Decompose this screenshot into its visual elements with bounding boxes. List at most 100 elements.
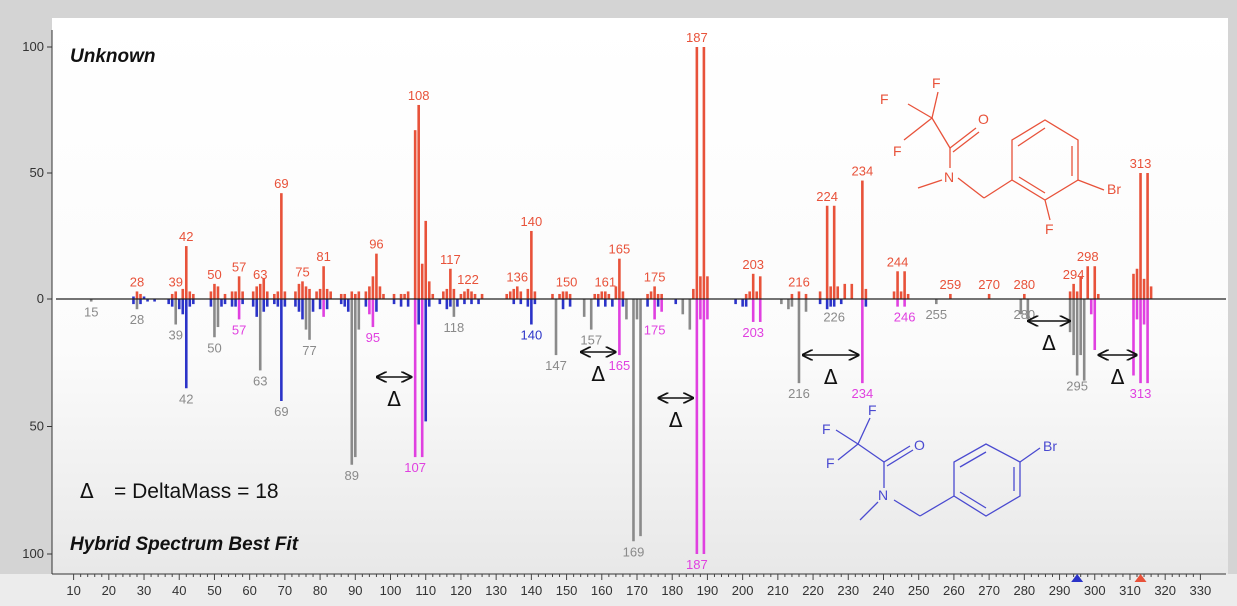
bottom-peak-bar	[153, 299, 156, 302]
bottom-peak-bar	[1082, 299, 1086, 381]
bottom-peak-bar	[1089, 299, 1093, 315]
bottom-peak-label: 147	[545, 358, 567, 373]
top-peak-bar	[596, 293, 600, 299]
top-peak-bar	[339, 293, 343, 299]
top-atom-n: N	[944, 169, 954, 185]
bottom-peak-bar	[325, 299, 329, 310]
x-tick-label: 70	[278, 583, 292, 598]
top-peak-bar	[1146, 173, 1149, 299]
x-tick-label: 250	[908, 583, 930, 598]
top-peak-bar	[406, 291, 410, 299]
bottom-peak-bar	[1135, 299, 1139, 320]
top-peak-bar	[565, 291, 568, 299]
x-tick-label: 280	[1013, 583, 1035, 598]
top-peak-bar	[463, 291, 466, 299]
bottom-peak-bar	[896, 299, 899, 307]
bottom-peak-bar	[438, 299, 442, 305]
bottom-peak-bar	[213, 299, 216, 338]
bottom-peak-bar	[283, 299, 287, 307]
top-atom-f2: F	[932, 75, 941, 91]
bottom-peak-bar	[354, 299, 357, 458]
top-peak-bar	[315, 291, 318, 299]
bottom-peak-bar	[234, 299, 237, 307]
x-tick-label: 120	[450, 583, 472, 598]
top-peak-bar	[604, 291, 607, 299]
top-peak-bar	[276, 291, 280, 299]
top-peak-bar	[234, 291, 237, 299]
top-peak-label: 136	[506, 269, 528, 284]
top-peak-bar	[829, 286, 832, 299]
bottom-peak-label: 95	[366, 330, 380, 345]
top-peak-bar	[368, 286, 371, 299]
bottom-peak-label: 157	[580, 333, 602, 348]
top-peak-bar	[1132, 273, 1135, 299]
bottom-atom-f1: F	[822, 421, 831, 437]
top-peak-label: 224	[816, 189, 838, 204]
bottom-peak-bar	[1068, 299, 1072, 333]
bottom-peak-label: 28	[130, 312, 144, 327]
bottom-peak-bar	[1072, 299, 1075, 356]
y-tick-label: 100	[22, 546, 44, 561]
top-peak-bar	[906, 293, 910, 299]
top-peak-label: 313	[1130, 156, 1152, 171]
bottom-peak-bar	[188, 299, 192, 307]
top-peak-bar	[744, 293, 748, 299]
top-atom-f1: F	[880, 91, 889, 107]
bottom-peak-bar	[519, 299, 523, 305]
bottom-peak-bar	[424, 299, 428, 422]
top-peak-label: 75	[295, 264, 309, 279]
bottom-peak-bar	[463, 299, 466, 305]
bottom-peak-label: 175	[644, 322, 666, 337]
bottom-peak-label: 39	[168, 328, 182, 343]
delta-arrow-label: Δ	[591, 362, 605, 386]
x-tick-label: 180	[661, 583, 683, 598]
top-peak-bar	[533, 291, 537, 299]
bottom-peak-label: 226	[823, 310, 845, 325]
top-peak-bar	[660, 293, 663, 299]
top-peak-bar	[1086, 266, 1090, 299]
bottom-peak-bar	[864, 299, 868, 307]
top-peak-bar	[790, 293, 794, 299]
top-peak-bar	[519, 291, 523, 299]
bottom-peak-label: 169	[623, 544, 645, 559]
bottom-peak-bar	[681, 299, 685, 315]
bottom-atom-br: Br	[1043, 438, 1057, 454]
top-peak-bar	[262, 278, 266, 299]
bottom-peak-bar	[596, 299, 600, 307]
bottom-peak-bar	[251, 299, 255, 307]
bottom-peak-bar	[237, 299, 241, 320]
x-indicator-triangle	[1071, 574, 1084, 582]
x-tick-label: 60	[242, 583, 256, 598]
top-peak-label: 165	[609, 242, 631, 257]
x-tick-label: 40	[172, 583, 186, 598]
x-axis-band	[0, 574, 1237, 606]
bottom-peak-bar	[297, 299, 301, 312]
bottom-peak-bar	[688, 299, 692, 330]
top-peak-label: 161	[594, 274, 616, 289]
top-peak-bar	[424, 220, 428, 299]
top-peak-label: 42	[179, 229, 193, 244]
top-peak-bar	[646, 293, 649, 299]
bottom-peak-bar	[456, 299, 459, 307]
bottom-peak-label: 63	[253, 373, 267, 388]
x-indicator-triangle	[1134, 574, 1147, 582]
bottom-peak-bar	[413, 299, 417, 458]
top-peak-bar	[758, 276, 762, 299]
x-tick-label: 100	[380, 583, 402, 598]
bottom-peak-bar	[135, 299, 139, 310]
x-tick-label: 210	[767, 583, 789, 598]
top-peak-bar	[864, 288, 868, 299]
bottom-peak-bar	[368, 299, 371, 315]
y-tick-label: 50	[30, 165, 44, 180]
x-tick-label: 260	[943, 583, 965, 598]
top-peak-bar	[614, 286, 618, 299]
bottom-peak-bar	[262, 299, 266, 312]
top-peak-bar	[459, 293, 463, 299]
top-peak-bar	[470, 291, 473, 299]
top-molecule-structure	[903, 91, 1105, 221]
top-peak-bar	[325, 288, 329, 299]
top-peak-label: 81	[316, 249, 330, 264]
bottom-peak-bar	[364, 299, 368, 307]
x-tick-label: 170	[626, 583, 648, 598]
bottom-peak-bar	[706, 299, 709, 320]
